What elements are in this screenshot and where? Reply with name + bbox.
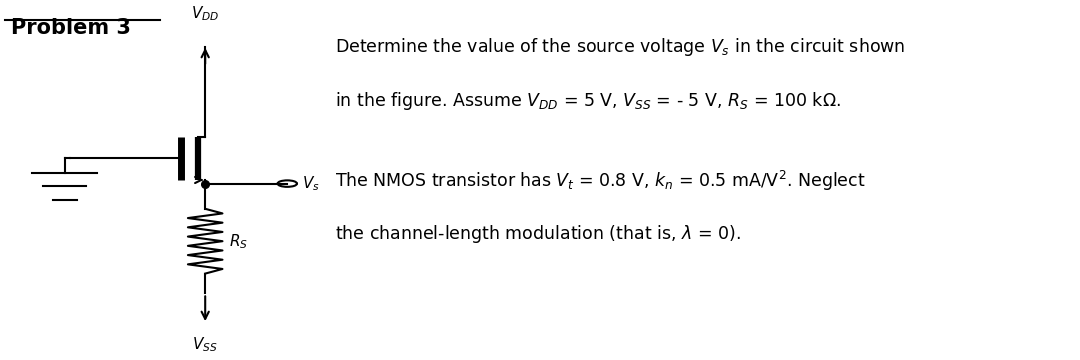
Text: The NMOS transistor has $V_t$ = 0.8 V, $k_n$ = 0.5 mA/V$^2$. Neglect: The NMOS transistor has $V_t$ = 0.8 V, $… [335, 169, 865, 193]
Text: $V_s$: $V_s$ [302, 174, 320, 193]
Text: Determine the value of the source voltage $V_s$ in the circuit shown: Determine the value of the source voltag… [335, 36, 905, 58]
Text: in the figure. Assume $V_{DD}$ = 5 V, $V_{SS}$ = - 5 V, $R_S$ = 100 k$\Omega$.: in the figure. Assume $V_{DD}$ = 5 V, $V… [335, 90, 840, 112]
Text: $R_S$: $R_S$ [229, 232, 248, 251]
Text: the channel-length modulation (that is, $\lambda$ = 0).: the channel-length modulation (that is, … [335, 223, 741, 245]
Text: $V_{SS}$: $V_{SS}$ [192, 335, 218, 354]
Text: $V_{DD}$: $V_{DD}$ [191, 5, 219, 23]
Text: Problem 3: Problem 3 [11, 18, 131, 38]
